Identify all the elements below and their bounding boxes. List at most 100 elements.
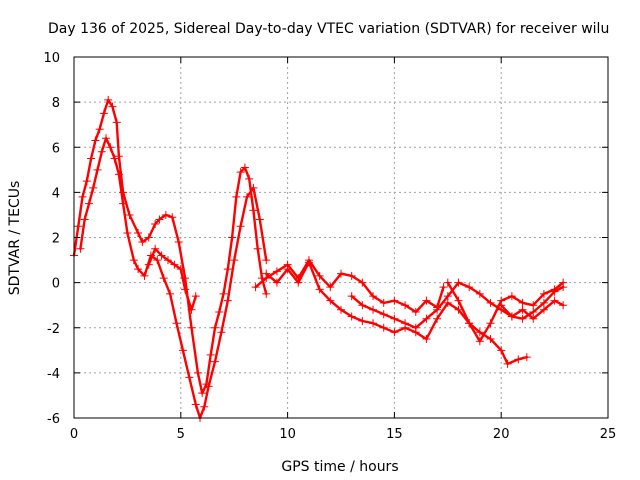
data-point [337,269,345,278]
data-point [369,319,378,328]
data-point [230,256,239,265]
x-tick-label: 20 [493,427,510,442]
data-point [89,183,98,192]
data-point [486,335,495,344]
series-track-7 [443,278,568,346]
data-point [87,154,96,163]
y-tick-label: -2 [47,322,60,337]
series-track-4 [251,256,448,316]
data-point [390,328,399,337]
data-point [433,314,442,323]
data-point [144,260,153,269]
data-point [550,285,559,294]
data-point [326,283,335,292]
data-point [529,307,538,316]
data-point [486,298,495,307]
data-point [125,210,134,219]
data-point [228,233,237,242]
data-point [153,256,162,265]
data-point [134,265,143,274]
data-point [475,289,484,298]
data-point [518,305,527,314]
data-point [379,310,388,319]
data-point [172,319,181,328]
data-point [82,177,91,186]
y-tick-label: 0 [52,277,60,292]
data-point [465,283,474,292]
data-point [369,292,378,301]
data-point [114,170,123,179]
data-point [134,228,143,237]
data-point [151,219,160,228]
data-point [475,337,484,346]
series-track-3 [144,244,200,314]
data-point [522,353,531,362]
data-point [223,265,232,274]
data-point [204,382,213,391]
data-point [326,296,335,305]
data-point [157,251,166,260]
series-line [446,281,565,343]
data-point [210,357,219,366]
ticks [73,56,609,419]
data-point [251,283,260,292]
data-point [112,118,121,127]
data-point [168,213,177,222]
data-point [217,328,226,337]
data-point [539,298,548,307]
data-point [337,305,345,314]
data-point [272,267,281,276]
y-tick-label: -4 [47,367,60,382]
data-point [76,244,85,253]
data-point [99,109,108,118]
data-point [159,274,168,283]
data-point [518,298,527,307]
data-point [255,215,264,224]
data-point [514,355,523,364]
series-track-8 [497,296,568,323]
data-point [315,271,324,280]
data-point [236,168,245,177]
data-point [518,314,527,323]
data-point [369,305,378,314]
data-point [486,319,495,328]
data-point [422,314,431,323]
x-tick-label: 10 [279,427,296,442]
x-tick-label: 0 [70,427,78,442]
data-point [559,301,568,310]
data-point [390,296,399,305]
data-point [119,199,128,208]
data-point [243,192,252,201]
x-axis-title: GPS time / hours [281,459,398,475]
data-point [144,233,153,242]
y-tick-label: 10 [43,51,60,66]
data-point [80,215,89,224]
data-point [232,192,241,201]
data-point [200,402,209,411]
data-point [74,222,83,231]
data-point [219,289,228,298]
data-point [102,134,111,143]
x-tick-label: 25 [600,427,617,442]
y-tick-label: -6 [47,412,60,427]
data-point [191,400,200,409]
data-point [443,292,452,301]
data-point [443,278,452,287]
data-point [185,373,194,382]
data-point [507,292,516,301]
data-point [123,228,132,237]
data-point [539,289,548,298]
data-point [249,183,258,192]
data-point [358,301,367,310]
data-point [283,265,292,274]
y-axis-title: SDTVAR / TECUs [7,181,23,296]
data-point [347,312,356,321]
data-point [454,296,463,305]
data-point [104,95,113,104]
data-point [249,206,258,215]
data-point [97,147,106,156]
data-point [140,271,149,280]
data-point [497,346,506,355]
data-point [503,359,512,368]
